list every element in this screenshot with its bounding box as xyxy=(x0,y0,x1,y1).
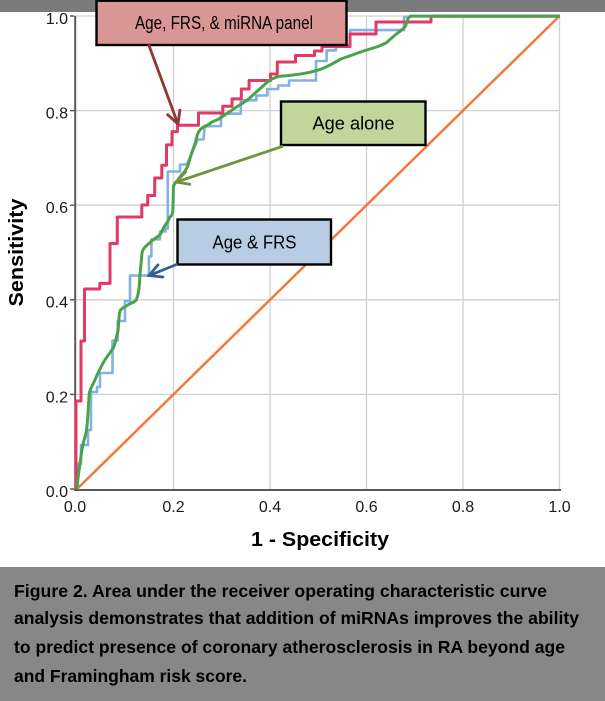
svg-text:analysis demonstrates that add: analysis demonstrates that addition of m… xyxy=(14,608,579,628)
svg-text:0.4: 0.4 xyxy=(259,499,281,516)
svg-text:0.8: 0.8 xyxy=(46,106,68,123)
svg-text:0.6: 0.6 xyxy=(46,200,68,217)
svg-text:0.8: 0.8 xyxy=(452,499,474,516)
svg-text:Figure 2. Area under the recei: Figure 2. Area under the receiver operat… xyxy=(14,581,547,601)
svg-text:and Framingham risk score.: and Framingham risk score. xyxy=(14,666,247,686)
svg-text:0.4: 0.4 xyxy=(46,295,68,312)
svg-text:Age, FRS, & miRNA panel: Age, FRS, & miRNA panel xyxy=(135,13,313,33)
svg-text:0.0: 0.0 xyxy=(64,499,86,516)
svg-text:0.0: 0.0 xyxy=(46,484,68,501)
svg-text:1 - Specificity: 1 - Specificity xyxy=(251,529,390,551)
svg-text:Age alone: Age alone xyxy=(313,114,395,134)
svg-text:1.0: 1.0 xyxy=(46,11,68,28)
svg-text:0.2: 0.2 xyxy=(46,389,68,406)
svg-text:Age & FRS: Age & FRS xyxy=(213,233,297,253)
svg-text:Sensitivity: Sensitivity xyxy=(6,198,28,307)
svg-text:to predict presence of corona: to predict presence of coronary atherosc… xyxy=(14,637,565,657)
svg-text:0.6: 0.6 xyxy=(355,499,377,516)
svg-text:0.2: 0.2 xyxy=(162,499,184,516)
svg-text:1.0: 1.0 xyxy=(548,499,570,516)
